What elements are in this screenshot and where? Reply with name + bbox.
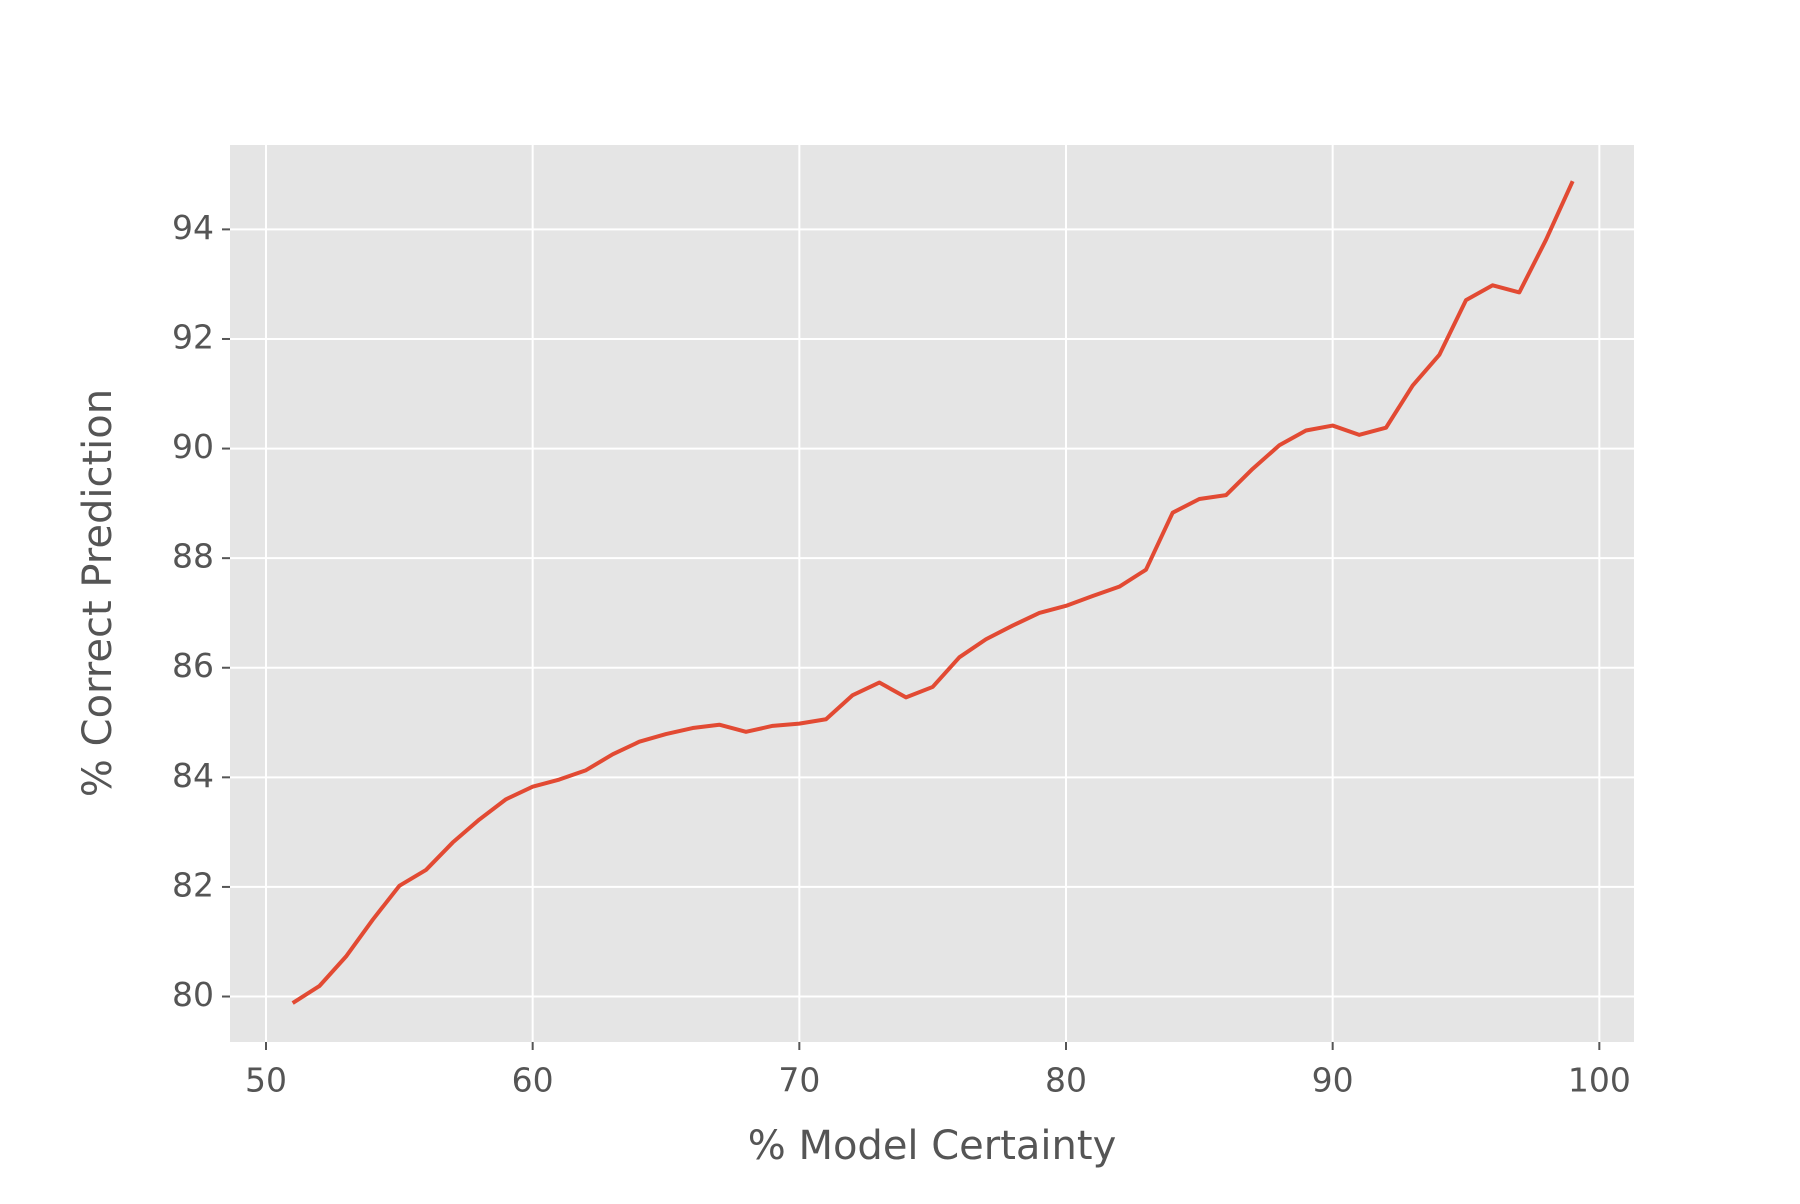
- y-axis-label: % Correct Prediction: [75, 389, 121, 797]
- x-axis-label: % Model Certainty: [748, 1123, 1117, 1169]
- x-tick-label: 100: [1568, 1061, 1631, 1100]
- y-tick-label: 94: [172, 208, 214, 247]
- y-tick-label: 88: [172, 537, 214, 576]
- y-tick-label: 84: [172, 756, 214, 795]
- y-tick-label: 92: [172, 317, 214, 356]
- y-tick-label: 80: [172, 975, 214, 1014]
- x-tick-label: 90: [1312, 1061, 1354, 1100]
- y-tick-label: 82: [172, 865, 214, 904]
- x-tick-label: 70: [778, 1061, 820, 1100]
- x-tick-label: 50: [245, 1061, 287, 1100]
- data-line: [291, 180, 1575, 1005]
- x-tick-label: 60: [512, 1061, 554, 1100]
- y-tick-label: 86: [172, 646, 214, 685]
- x-tick-label: 80: [1045, 1061, 1087, 1100]
- y-tick-label: 90: [172, 427, 214, 466]
- plot-area: [230, 145, 1634, 1042]
